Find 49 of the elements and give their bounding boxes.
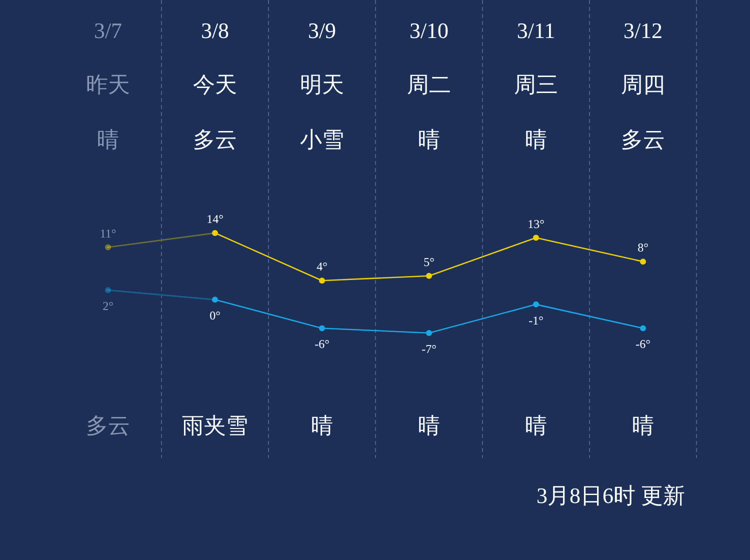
data-label: 2° <box>102 299 114 314</box>
point <box>105 244 111 250</box>
text: 多云 <box>86 413 130 438</box>
point <box>319 278 325 284</box>
data-label: -6° <box>314 337 330 352</box>
point <box>640 258 646 265</box>
data-label: 0° <box>210 308 221 323</box>
x-tick-label: 3/11 <box>516 18 556 43</box>
text: 雨夹雪 <box>182 413 248 438</box>
text: 晴 <box>632 413 654 438</box>
data-label: 8° <box>638 240 649 255</box>
point <box>426 330 432 336</box>
x-tick-label: 3/8 <box>200 18 230 43</box>
text: 周三 <box>514 72 558 97</box>
data-label: 14° <box>206 212 224 226</box>
point <box>426 272 432 279</box>
point <box>212 230 218 236</box>
text: 晴 <box>97 127 119 152</box>
text: 多云 <box>193 127 237 152</box>
point <box>105 287 111 294</box>
text: 晴 <box>311 413 333 438</box>
point <box>212 296 218 303</box>
data-label: -7° <box>422 342 437 356</box>
text: 晴 <box>525 413 547 438</box>
text: 晴 <box>418 127 440 152</box>
x-tick-label: 3/10 <box>409 18 449 43</box>
x-tick-label: 3/9 <box>308 18 336 43</box>
data-label: 4° <box>316 260 328 274</box>
text: 周四 <box>621 72 665 97</box>
point <box>533 234 539 241</box>
text: 晴 <box>525 127 547 152</box>
data-label: -6° <box>636 337 651 352</box>
text: 晴 <box>418 413 440 438</box>
point <box>640 325 646 332</box>
text: 多云 <box>621 127 665 152</box>
text: 3月8日6时 更新 <box>536 483 685 508</box>
text: 昨天 <box>86 72 130 97</box>
data-label: 13° <box>528 216 545 231</box>
data-label: 5° <box>424 254 435 269</box>
point <box>319 325 325 332</box>
data-label: 11° <box>100 226 116 240</box>
text: 小雪 <box>300 127 344 152</box>
text: 今天 <box>193 72 237 97</box>
x-tick-label: 3/7 <box>94 18 122 43</box>
text: 周二 <box>407 72 451 97</box>
text: 明天 <box>300 72 344 97</box>
point <box>533 301 539 308</box>
x-tick-label: 3/12 <box>623 18 663 43</box>
data-label: -1° <box>528 313 544 328</box>
